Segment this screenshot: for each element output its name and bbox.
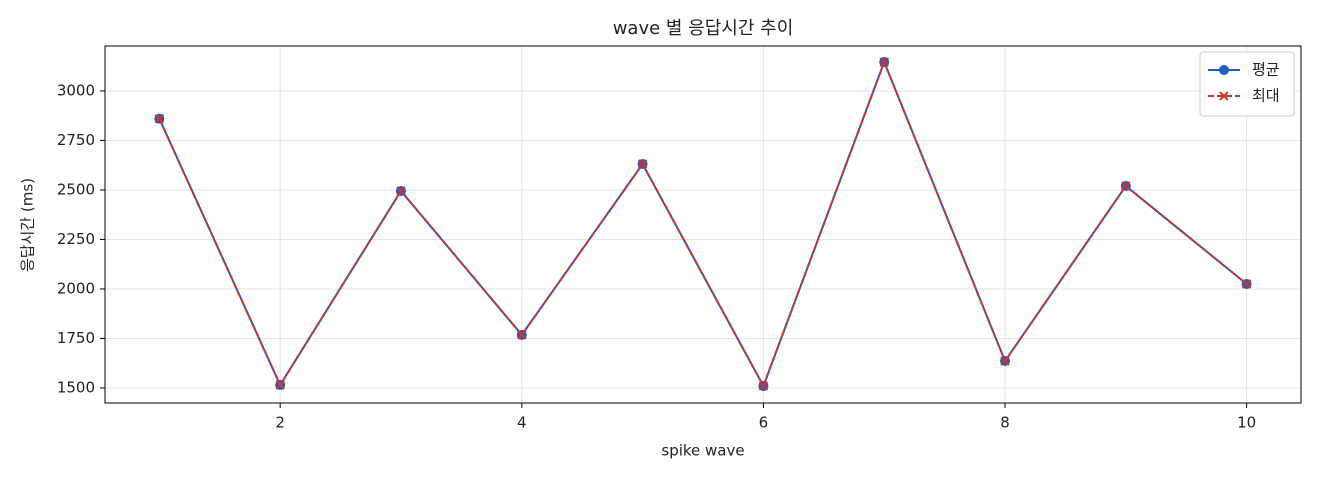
point — [517, 330, 527, 340]
point — [758, 381, 769, 391]
point — [1121, 181, 1131, 191]
y-tick-label: 2750 — [57, 131, 95, 149]
legend-box — [1199, 51, 1295, 117]
point — [879, 57, 889, 67]
legend-marker — [1219, 65, 1229, 75]
chart-title: wave 별 응답시간 추이 — [613, 18, 794, 39]
legend-label: 최대 — [1252, 87, 1280, 105]
point — [1241, 279, 1252, 289]
x-tick-label: 4 — [517, 414, 527, 432]
plot-frame — [104, 45, 1302, 404]
y-axis-label: 응답시간 (ms) — [19, 178, 37, 272]
legend-marker — [1219, 91, 1229, 101]
y-tick-label: 2500 — [57, 180, 95, 198]
x-tick-label: 8 — [1000, 414, 1010, 432]
series-line — [158, 59, 1248, 389]
x-tick-label: 10 — [1237, 414, 1256, 432]
series-line — [158, 59, 1248, 389]
point — [154, 113, 165, 124]
point — [1000, 356, 1010, 366]
x-tick-label: 2 — [275, 414, 285, 432]
legend-label: 평균 — [1252, 61, 1280, 79]
point — [396, 186, 406, 196]
point — [637, 159, 648, 169]
x-tick-label: 6 — [759, 414, 769, 432]
y-tick-label: 2000 — [57, 279, 95, 297]
x-axis-label: spike wave — [661, 442, 744, 460]
y-tick-label: 1750 — [57, 329, 95, 347]
y-tick-label: 2250 — [57, 230, 95, 248]
point — [275, 380, 285, 390]
y-tick-label: 3000 — [57, 81, 95, 99]
y-tick-label: 1500 — [57, 378, 95, 396]
